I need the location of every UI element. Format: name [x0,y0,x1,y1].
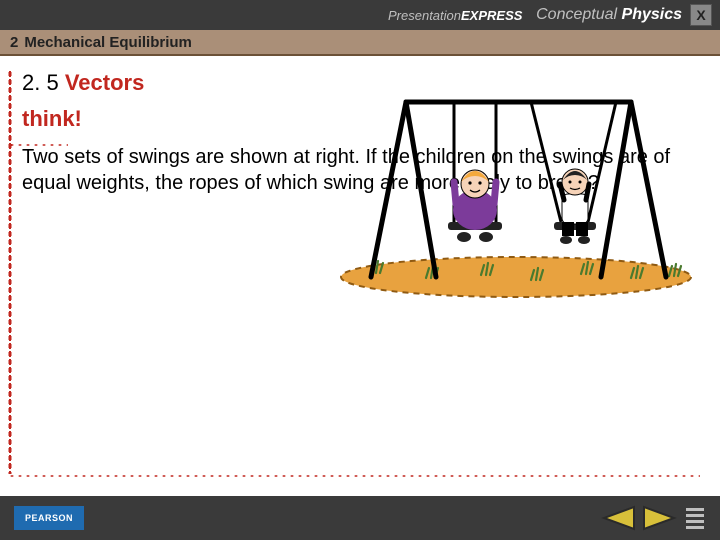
chapter-number: 2 [10,34,18,51]
dots-stub [8,143,68,147]
book-title: Conceptual Physics [536,6,682,24]
top-bar: PresentationEXPRESS Conceptual Physics X [0,0,720,30]
pearson-logo: PEARSON [14,506,84,530]
brand: PresentationEXPRESS [388,8,522,23]
prev-button[interactable] [600,505,636,531]
nav-controls [600,505,706,531]
brand-suffix: EXPRESS [461,8,522,23]
swings-illustration [336,82,696,302]
close-button[interactable]: X [690,4,712,26]
chapter-bar: 2 Mechanical Equilibrium [0,30,720,56]
close-icon: X [696,7,705,23]
section-label: Vectors [65,70,145,95]
bottom-bar: PEARSON [0,496,720,540]
brand-prefix: Presentation [388,8,461,23]
dots-vertical [8,70,12,474]
next-button[interactable] [642,505,678,531]
section-number: 2. 5 [22,70,59,95]
book-title-prefix: Conceptual [536,6,617,23]
menu-lines-icon[interactable] [684,505,706,531]
dots-horizontal [8,474,700,478]
book-title-suffix: Physics [622,6,682,23]
chapter-title: Mechanical Equilibrium [24,34,192,51]
content-area: 2. 5 Vectors think! Two sets of swings a… [0,56,720,496]
